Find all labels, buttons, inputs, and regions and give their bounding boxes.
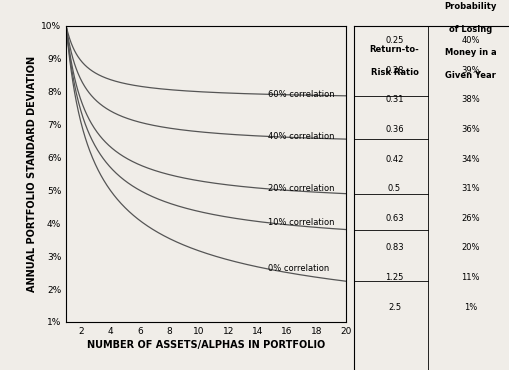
Text: Money in a: Money in a xyxy=(445,48,497,57)
Text: 0.5: 0.5 xyxy=(388,184,401,193)
Text: 26%: 26% xyxy=(462,214,480,223)
Text: 11%: 11% xyxy=(462,273,480,282)
Text: Probability: Probability xyxy=(445,2,497,11)
Text: 0.83: 0.83 xyxy=(385,243,404,252)
Text: 40% correlation: 40% correlation xyxy=(268,132,334,141)
Text: 39%: 39% xyxy=(462,66,480,75)
Text: 1%: 1% xyxy=(464,303,477,312)
Text: 36%: 36% xyxy=(462,125,480,134)
Text: of Losing: of Losing xyxy=(449,25,492,34)
Text: 0.63: 0.63 xyxy=(385,214,404,223)
Text: 38%: 38% xyxy=(462,95,480,104)
Text: 60% correlation: 60% correlation xyxy=(268,90,334,99)
Text: 20%: 20% xyxy=(462,243,480,252)
Text: 0.28: 0.28 xyxy=(385,66,404,75)
Text: 20% correlation: 20% correlation xyxy=(268,184,334,193)
Text: 2.5: 2.5 xyxy=(388,303,401,312)
Text: 0% correlation: 0% correlation xyxy=(268,264,329,273)
Y-axis label: ANNUAL PORTFOLIO STANDARD DEVIATION: ANNUAL PORTFOLIO STANDARD DEVIATION xyxy=(27,56,37,292)
X-axis label: NUMBER OF ASSETS/ALPHAS IN PORTFOLIO: NUMBER OF ASSETS/ALPHAS IN PORTFOLIO xyxy=(87,340,325,350)
Text: 10% correlation: 10% correlation xyxy=(268,218,334,227)
Text: Return-to-: Return-to- xyxy=(370,45,419,54)
Text: Risk Ratio: Risk Ratio xyxy=(371,68,418,77)
Text: 34%: 34% xyxy=(462,155,480,164)
Text: Given Year: Given Year xyxy=(445,71,496,80)
Text: 0.42: 0.42 xyxy=(385,155,404,164)
Text: 1.25: 1.25 xyxy=(385,273,404,282)
Text: 0.36: 0.36 xyxy=(385,125,404,134)
Text: 40%: 40% xyxy=(462,36,480,45)
Text: 0.31: 0.31 xyxy=(385,95,404,104)
Text: 0.25: 0.25 xyxy=(385,36,404,45)
Text: 31%: 31% xyxy=(462,184,480,193)
